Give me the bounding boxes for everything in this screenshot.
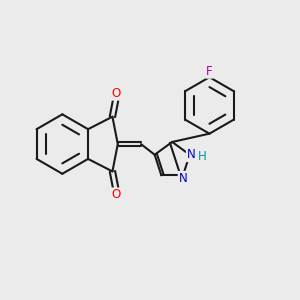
Text: F: F [206, 65, 213, 78]
Text: H: H [198, 150, 207, 163]
Text: O: O [111, 87, 121, 100]
Text: N: N [178, 172, 188, 185]
Text: O: O [111, 188, 121, 201]
Text: N: N [187, 148, 196, 161]
